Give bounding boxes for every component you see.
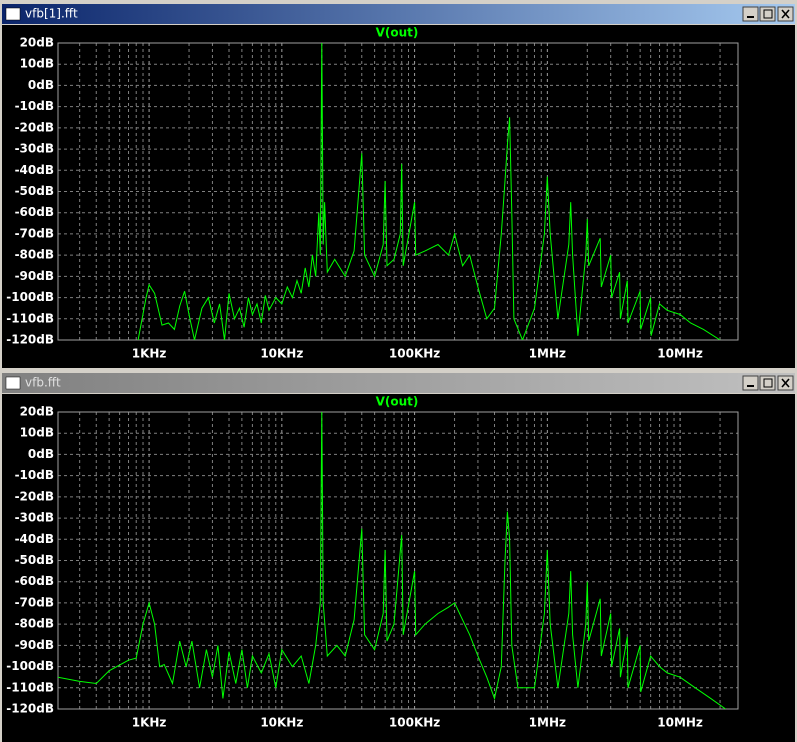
legend-entry: V(out) — [376, 395, 419, 409]
window-icon — [5, 7, 21, 21]
y-tick-label: -30dB — [15, 142, 54, 156]
window-title: vfb[1].fft — [25, 7, 78, 21]
y-tick-label: -110dB — [6, 680, 54, 694]
x-tick-label: 100KHz — [389, 716, 440, 730]
y-tick-label: -100dB — [6, 659, 54, 673]
y-tick-label: -40dB — [15, 163, 54, 177]
maximize-button[interactable] — [759, 6, 776, 22]
y-tick-label: -10dB — [15, 468, 54, 482]
plot-frame — [57, 42, 739, 341]
y-tick-label: -60dB — [15, 205, 54, 219]
window-title: vfb.fft — [25, 376, 61, 390]
y-tick-label: 10dB — [20, 57, 54, 71]
y-tick-label: -50dB — [15, 553, 54, 567]
y-tick-label: 0dB — [28, 447, 54, 461]
title-bar — [2, 373, 795, 393]
minimize-button[interactable] — [742, 6, 759, 22]
y-tick-label: -10dB — [15, 99, 54, 113]
y-tick-label: -70dB — [15, 595, 54, 609]
x-tick-label: 10MHz — [657, 716, 703, 730]
y-tick-label: -90dB — [15, 269, 54, 283]
y-tick-label: -20dB — [15, 489, 54, 503]
minimize-button[interactable] — [742, 375, 759, 391]
x-tick-label: 10MHz — [657, 347, 703, 361]
y-tick-label: -90dB — [15, 638, 54, 652]
window-buttons[interactable] — [742, 6, 794, 22]
y-tick-label: -40dB — [15, 532, 54, 546]
y-tick-label: 20dB — [20, 405, 54, 419]
window-buttons[interactable] — [742, 375, 794, 391]
plot-pane — [2, 25, 795, 368]
y-tick-label: 20dB — [20, 36, 54, 50]
y-tick-label: -80dB — [15, 617, 54, 631]
maximize-button[interactable] — [759, 375, 776, 391]
title-bar — [2, 4, 795, 24]
legend-entry: V(out) — [376, 26, 419, 40]
trace — [137, 43, 721, 340]
x-tick-label: 10KHz — [260, 716, 303, 730]
y-tick-label: -120dB — [6, 702, 54, 716]
y-tick-label: 10dB — [20, 426, 54, 440]
x-tick-label: 1MHz — [529, 347, 566, 361]
y-tick-label: -70dB — [15, 226, 54, 240]
trace — [58, 412, 726, 709]
x-tick-label: 100KHz — [389, 347, 440, 361]
x-tick-label: 1MHz — [529, 716, 566, 730]
y-tick-label: 0dB — [28, 78, 54, 92]
y-tick-label: -80dB — [15, 248, 54, 262]
plot-frame — [57, 411, 739, 710]
x-tick-label: 1KHz — [132, 716, 167, 730]
y-tick-label: -100dB — [6, 290, 54, 304]
y-tick-label: -50dB — [15, 184, 54, 198]
y-tick-label: -30dB — [15, 511, 54, 525]
window-icon — [5, 376, 21, 390]
y-tick-label: -110dB — [6, 311, 54, 325]
y-tick-label: -20dB — [15, 120, 54, 134]
y-tick-label: -60dB — [15, 574, 54, 588]
x-tick-label: 1KHz — [132, 347, 167, 361]
y-tick-label: -120dB — [6, 333, 54, 347]
x-tick-label: 10KHz — [260, 347, 303, 361]
